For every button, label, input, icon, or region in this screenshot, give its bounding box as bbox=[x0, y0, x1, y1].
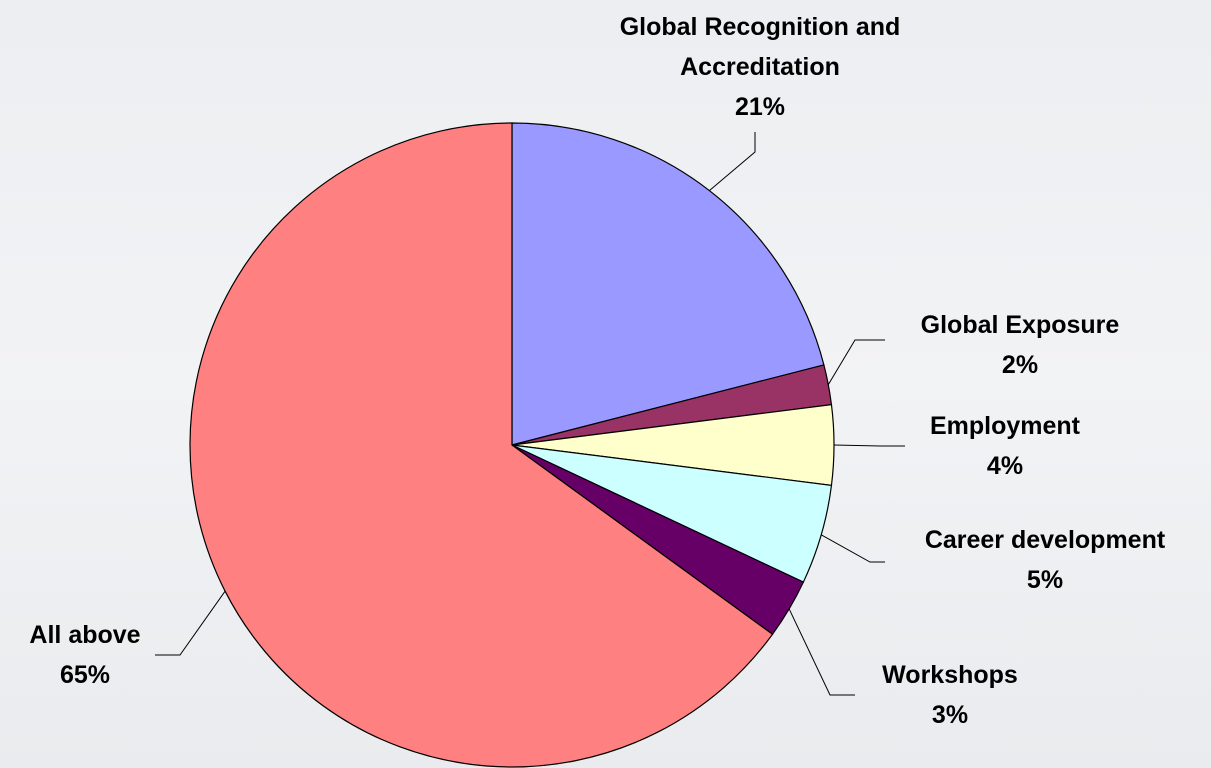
leader-line bbox=[833, 444, 905, 447]
slice-label: Workshops 3% bbox=[800, 655, 1100, 735]
slice-label: All above 65% bbox=[0, 615, 185, 695]
category-name: Global Exposure bbox=[920, 311, 1120, 339]
percent-label: 5% bbox=[1026, 566, 1064, 594]
slice-label: Global Recognition and Accreditation 21% bbox=[610, 7, 910, 127]
percent-label: 3% bbox=[931, 701, 969, 729]
category-name: All above bbox=[29, 621, 141, 649]
leader-line bbox=[788, 608, 855, 696]
category-name: Global Recognition and Accreditation bbox=[619, 13, 901, 81]
percent-label: 4% bbox=[986, 452, 1024, 480]
slice-label: Global Exposure 2% bbox=[870, 305, 1170, 385]
percent-label: 21% bbox=[734, 93, 786, 121]
leader-line bbox=[155, 590, 226, 656]
leader-line bbox=[827, 339, 885, 385]
pie-slice bbox=[511, 122, 825, 446]
leader-line bbox=[709, 132, 756, 191]
percent-label: 2% bbox=[1001, 351, 1039, 379]
slice-label: Career development 5% bbox=[885, 520, 1205, 600]
percent-label: 65% bbox=[59, 661, 111, 689]
category-name: Career development bbox=[924, 526, 1166, 554]
category-name: Workshops bbox=[882, 661, 1018, 689]
leader-line bbox=[820, 534, 885, 563]
slice-label: Employment 4% bbox=[855, 406, 1155, 486]
category-name: Employment bbox=[929, 412, 1081, 440]
